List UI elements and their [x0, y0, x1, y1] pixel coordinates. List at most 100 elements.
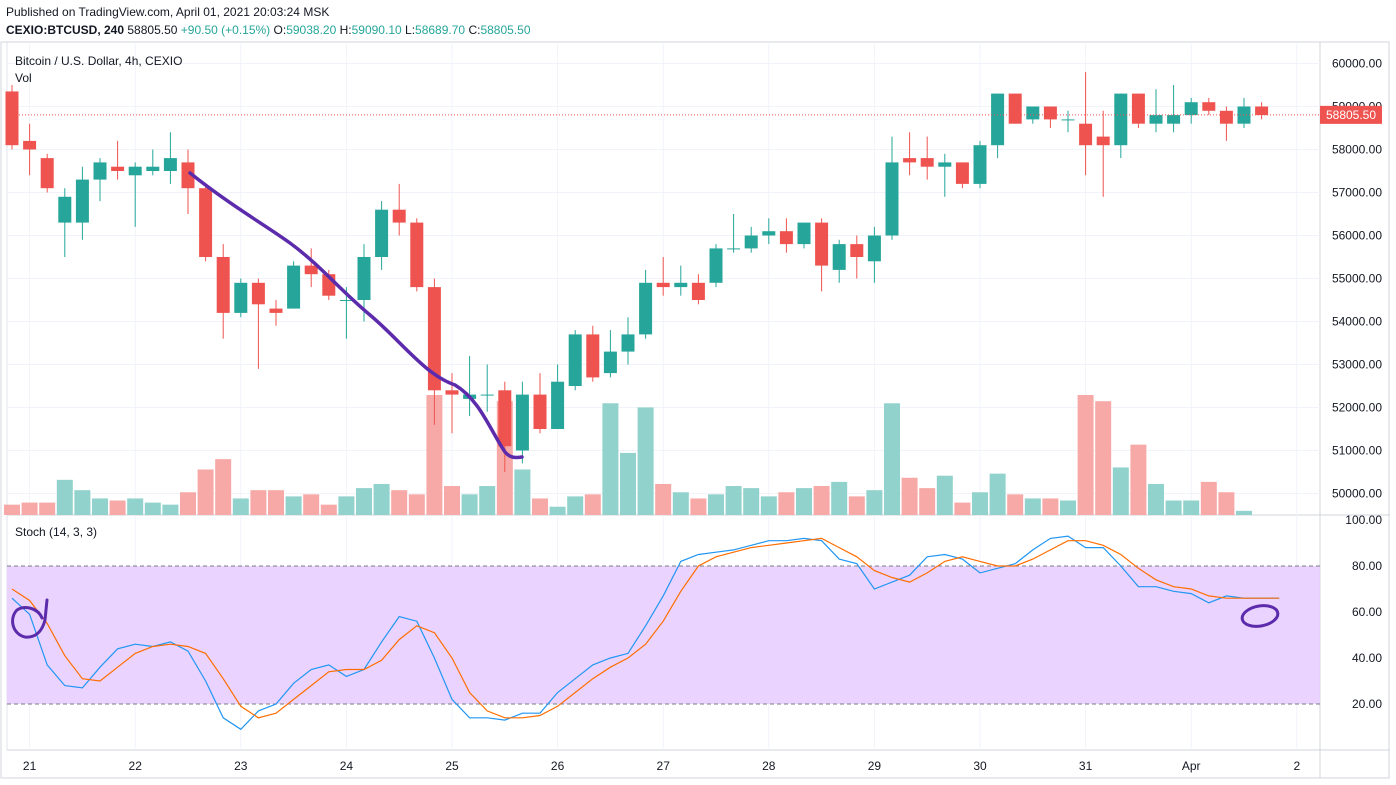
volume-bar	[479, 486, 496, 515]
time-tick-label: Apr	[1182, 759, 1201, 773]
close-value: 58805.50	[480, 23, 531, 37]
volume-legend[interactable]: Vol	[15, 71, 32, 85]
candle-body	[1114, 93, 1128, 146]
stoch-d-line	[11, 537, 1280, 719]
volume-bar	[197, 469, 214, 515]
volume-bar	[461, 494, 478, 515]
candle-body	[938, 162, 952, 167]
time-tick-label: 31	[1079, 759, 1093, 773]
chart-border	[0, 41, 1390, 779]
volume-bar	[1183, 500, 1200, 515]
volume-bar	[1148, 483, 1164, 515]
volume-bar	[303, 494, 320, 515]
candle-body	[480, 394, 494, 396]
volume-bar	[180, 492, 196, 515]
volume-bar	[21, 502, 38, 515]
candle-body	[1026, 106, 1040, 120]
volume-bar	[127, 498, 144, 515]
volume-bar	[1042, 498, 1059, 515]
low-label: L:	[405, 23, 416, 37]
candle-body	[410, 222, 424, 288]
volume-bar	[4, 504, 20, 515]
stoch-legend[interactable]: Stoch (14, 3, 3)	[15, 525, 98, 539]
price-tick-label: 60000.00	[1332, 57, 1382, 71]
price-change: +90.50 (+0.15%)	[180, 23, 271, 37]
volume-bar	[162, 504, 179, 515]
volume-bar	[972, 492, 988, 515]
volume-bar	[39, 502, 56, 515]
volume-bar	[848, 496, 865, 515]
volume-bar	[778, 492, 795, 515]
volume-bar	[602, 403, 619, 515]
volume-bar	[796, 488, 812, 515]
time-tick-label: 24	[340, 759, 354, 773]
candle-body	[568, 334, 582, 386]
candle-body	[1167, 115, 1181, 124]
candle-body	[199, 188, 213, 257]
candle-body	[779, 231, 793, 245]
volume-bar	[1060, 500, 1076, 515]
volume-bar	[532, 498, 548, 515]
time-tick-label: 30	[973, 759, 987, 773]
candle-body	[1184, 102, 1198, 116]
price-tick-label: 55000.00	[1332, 272, 1382, 286]
volume-bar	[567, 496, 584, 515]
published-caption: Published on TradingView.com, April 01, …	[6, 5, 330, 19]
symbol-label[interactable]: CEXIO:BTCUSD, 240	[6, 23, 125, 37]
candle-body	[392, 209, 406, 223]
volume-bar	[1218, 492, 1235, 515]
candle-body	[955, 162, 969, 184]
last-price-badge	[1320, 105, 1382, 124]
volume-bar	[989, 473, 1006, 515]
candle-body	[216, 257, 230, 313]
low-value: 58689.70	[415, 23, 466, 37]
candle-body	[75, 179, 89, 223]
volume-bar	[813, 486, 830, 515]
volume-bar	[1200, 481, 1217, 515]
candle-body	[1255, 106, 1269, 116]
volume-bar	[1007, 494, 1024, 515]
candle-body	[5, 91, 19, 146]
candle-body	[1061, 119, 1075, 121]
candle-body	[375, 209, 389, 257]
candle-body	[269, 308, 283, 313]
volume-bar	[320, 504, 337, 515]
close-label: C:	[468, 23, 481, 37]
volume-bar	[338, 496, 355, 515]
time-tick-label: 21	[23, 759, 37, 773]
volume-bar	[1077, 395, 1094, 515]
time-tick-label: 25	[445, 759, 459, 773]
volume-bar	[866, 490, 883, 515]
volume-bar	[250, 490, 267, 515]
time-tick-label: 22	[129, 759, 143, 773]
ohlc-header: CEXIO:BTCUSD, 240 58805.50 +90.50 (+0.15…	[6, 23, 531, 37]
candle-body	[973, 145, 987, 184]
price-tick-label: 58000.00	[1332, 143, 1382, 157]
price-tick-label: 50000.00	[1332, 487, 1382, 501]
candle-body	[991, 93, 1005, 146]
candle-body	[815, 222, 829, 266]
time-tick-label: 23	[234, 759, 248, 773]
time-tick-label: 26	[551, 759, 565, 773]
stoch-band	[7, 566, 1320, 704]
volume-bar	[708, 494, 724, 515]
series-title[interactable]: Bitcoin / U.S. Dollar, 4h, CEXIO	[15, 54, 183, 68]
stoch-tick-label: 100.00	[1345, 513, 1382, 527]
candle-body	[357, 257, 371, 300]
candle-body	[163, 158, 177, 171]
price-tick-label: 53000.00	[1332, 358, 1382, 372]
high-value: 59090.10	[351, 23, 402, 37]
last-price-label: 58805.50	[1326, 108, 1376, 122]
high-label: H:	[339, 23, 352, 37]
candle-body	[551, 381, 565, 429]
price-tick-label: 52000.00	[1332, 401, 1382, 415]
candle-body	[603, 351, 617, 374]
volume-bar	[444, 486, 460, 515]
candle-body	[304, 265, 318, 275]
volume-bar	[954, 502, 971, 515]
volume-bar	[637, 407, 654, 515]
candle-body	[727, 248, 741, 250]
volume-bar	[109, 500, 126, 515]
time-tick-label: 2	[1293, 759, 1300, 773]
